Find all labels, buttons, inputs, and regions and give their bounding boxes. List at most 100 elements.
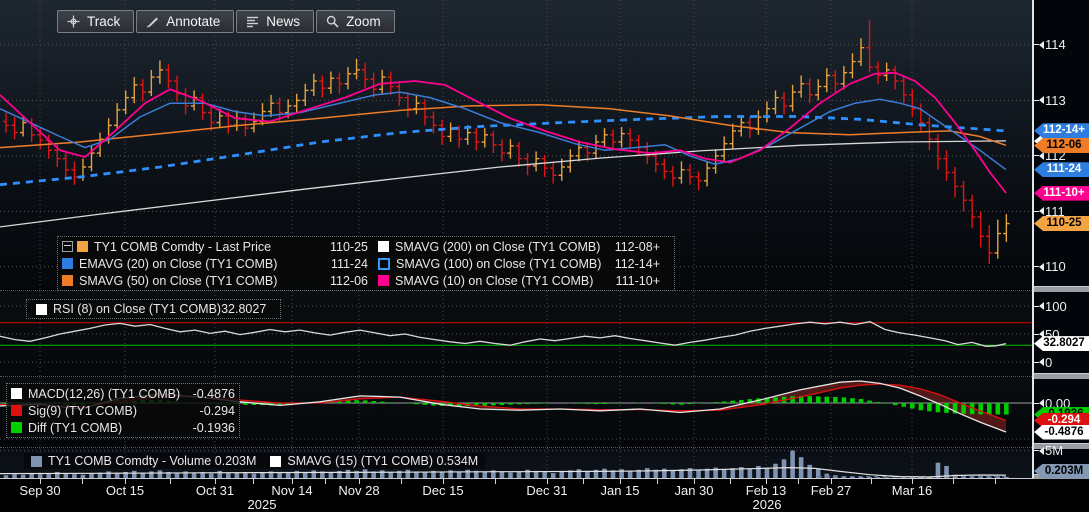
axis-value-badge-11206: 112-06	[1034, 138, 1089, 153]
zoom-button[interactable]: Zoom	[316, 10, 395, 33]
x-axis-minor-tick	[953, 479, 954, 484]
price-legend-row-0[interactable]: TY1 COMB Comdty - Last Price 110-25	[58, 238, 374, 255]
legend-label: EMAVG (20) on Close (TY1 COMB)	[79, 257, 277, 271]
x-axis-minor-tick	[253, 479, 254, 484]
x-axis-minor-tick	[657, 479, 658, 484]
macd-legend-row-2[interactable]: Diff (TY1 COMB)-0.1936	[7, 419, 241, 436]
x-axis-minor-tick	[325, 479, 326, 484]
legend-label: SMAVG (50) on Close (TY1 COMB)	[79, 274, 277, 288]
panel-resize-handle[interactable]	[1034, 373, 1089, 379]
x-axis-minor-tick	[798, 479, 799, 484]
legend-swatch-icon	[36, 304, 47, 315]
legend-value: -0.1936	[187, 421, 235, 435]
legend-value: 110-25	[324, 240, 368, 254]
rsi-legend-row[interactable]: RSI (8) on Close (TY1 COMB) 32.8027	[32, 301, 272, 318]
x-axis-label-sep-30: Sep 30	[19, 483, 60, 498]
macd-legend: MACD(12,26) (TY1 COMB)-0.4876Sig(9) (TY1…	[6, 383, 240, 438]
legend-label: SMAVG (10) on Close (TY1 COMB)	[395, 274, 593, 288]
legend-label: Sig(9) (TY1 COMB)	[28, 404, 137, 418]
y-axis-tick-113: 113	[1034, 92, 1066, 108]
tick-label: 113	[1045, 93, 1066, 108]
tick-arrow-icon	[1039, 263, 1044, 271]
x-axis-label-nov-28: Nov 28	[338, 483, 379, 498]
x-axis-minor-tick	[401, 479, 402, 484]
axis-value-badge-11124: 111-24	[1034, 162, 1089, 177]
axis-value-badge-04876: -0.4876	[1034, 425, 1089, 440]
x-axis-label-mar-16: Mar 16	[892, 483, 932, 498]
legend-label: SMAVG (15) (TY1 COMB) 0.534M	[287, 454, 478, 468]
price-legend-row-2[interactable]: SMAVG (50) on Close (TY1 COMB)112-06	[58, 272, 374, 289]
legend-label: SMAVG (200) on Close (TY1 COMB)	[395, 240, 600, 254]
price-legend-row-r0[interactable]: SMAVG (200) on Close (TY1 COMB) 112-08+	[374, 238, 666, 255]
legend-label: TY1 COMB Comdty - Last Price	[94, 240, 271, 254]
panel-separator	[0, 447, 1032, 448]
x-axis-label-oct-15: Oct 15	[106, 483, 144, 498]
bloomberg-chart-window: 1141131121111101005000.005M112-08+112-14…	[0, 0, 1089, 512]
tick-label: 0	[1045, 355, 1052, 370]
annotate-pencil-icon	[146, 15, 159, 28]
macd-legend-row-1[interactable]: Sig(9) (TY1 COMB)-0.294	[7, 402, 241, 419]
volume-legend-item-1[interactable]: SMAVG (15) (TY1 COMB) 0.534M	[270, 454, 478, 468]
legend-label: MACD(12,26) (TY1 COMB)	[28, 387, 180, 401]
x-axis-minor-tick	[495, 479, 496, 484]
x-axis-minor-tick	[995, 479, 996, 484]
tick-label: 5M	[1045, 443, 1063, 458]
macd-legend-row-0[interactable]: MACD(12,26) (TY1 COMB)-0.4876	[7, 385, 241, 402]
price-legend-row-r2[interactable]: SMAVG (10) on Close (TY1 COMB) 111-10+	[374, 272, 666, 289]
x-axis-label-feb-27: Feb 27	[811, 483, 851, 498]
news-button-label: News	[266, 14, 300, 29]
axis-value-badge-0203M: 0.203M	[1034, 464, 1089, 479]
news-button[interactable]: News	[236, 10, 314, 33]
zoom-button-label: Zoom	[346, 14, 381, 29]
track-crosshair-icon	[67, 15, 80, 28]
tick-label: 100	[1045, 299, 1067, 314]
price-legend: TY1 COMB Comdty - Last Price110-25EMAVG …	[57, 236, 675, 291]
legend-swatch-icon	[77, 241, 88, 252]
legend-swatch-icon	[62, 275, 73, 286]
tick-label: 114	[1045, 37, 1066, 52]
x-axis-label-oct-31: Oct 31	[196, 483, 234, 498]
x-axis-label-jan-30: Jan 30	[674, 483, 713, 498]
legend-swatch-icon	[270, 456, 281, 467]
chart-toolbar: Track Annotate News Zoom	[57, 10, 397, 33]
legend-swatch-icon	[31, 456, 42, 467]
smavg-100--line	[0, 117, 1006, 185]
y-axis-tick-5m: 5M	[1034, 443, 1063, 459]
tick-arrow-icon	[1039, 96, 1044, 104]
panel-resize-handle[interactable]	[1034, 286, 1089, 292]
rsi-legend: RSI (8) on Close (TY1 COMB) 32.8027	[26, 299, 281, 319]
x-axis-minor-tick	[871, 479, 872, 484]
annotate-button-label: Annotate	[166, 14, 220, 29]
price-legend-row-1[interactable]: EMAVG (20) on Close (TY1 COMB)111-24	[58, 255, 374, 272]
x-axis-date-labels: Sep 30Oct 15Oct 31Nov 14Nov 28Dec 15Dec …	[0, 479, 1089, 512]
tick-arrow-icon	[1039, 207, 1044, 215]
price-legend-row-r1[interactable]: SMAVG (100) on Close (TY1 COMB) 112-14+	[374, 255, 666, 272]
legend-swatch-icon	[11, 405, 22, 416]
axis-value-badge-11110: 111-10+	[1034, 186, 1089, 201]
axis-value-badge-328027: 32.8027	[1034, 336, 1089, 351]
y-axis-tick-0: 0	[1034, 354, 1052, 370]
y-axis-tick-110: 110	[1034, 259, 1066, 275]
x-axis-minor-tick	[730, 479, 731, 484]
tick-arrow-icon	[1039, 152, 1044, 160]
x-axis-year-2026: 2026	[753, 497, 782, 512]
right-price-axis: 1141131121111101005000.005M112-08+112-14…	[1034, 0, 1089, 478]
news-lines-icon	[246, 15, 259, 28]
legend-label: SMAVG (100) on Close (TY1 COMB)	[396, 257, 601, 271]
legend-label: RSI (8) on Close (TY1 COMB)	[53, 302, 221, 316]
legend-swatch-icon	[62, 258, 73, 269]
legend-value: 111-10+	[610, 274, 660, 288]
tick-arrow-icon	[1039, 358, 1044, 366]
x-axis-label-feb-13: Feb 13	[746, 483, 786, 498]
legend-value: 112-08+	[609, 240, 660, 254]
axis-value-badge-11214: 112-14+	[1034, 123, 1089, 138]
legend-collapse-toggle-icon[interactable]	[62, 241, 73, 252]
track-button[interactable]: Track	[57, 10, 134, 33]
tick-arrow-icon	[1039, 447, 1044, 455]
annotate-button[interactable]: Annotate	[136, 10, 234, 33]
y-axis-tick-114: 114	[1034, 37, 1066, 53]
legend-value: 112-14+	[609, 257, 660, 271]
x-axis-label-jan-15: Jan 15	[600, 483, 639, 498]
volume-legend: TY1 COMB Comdty - Volume 0.203M SMAVG (15…	[24, 453, 485, 469]
volume-legend-item-0[interactable]: TY1 COMB Comdty - Volume 0.203M	[31, 454, 256, 468]
